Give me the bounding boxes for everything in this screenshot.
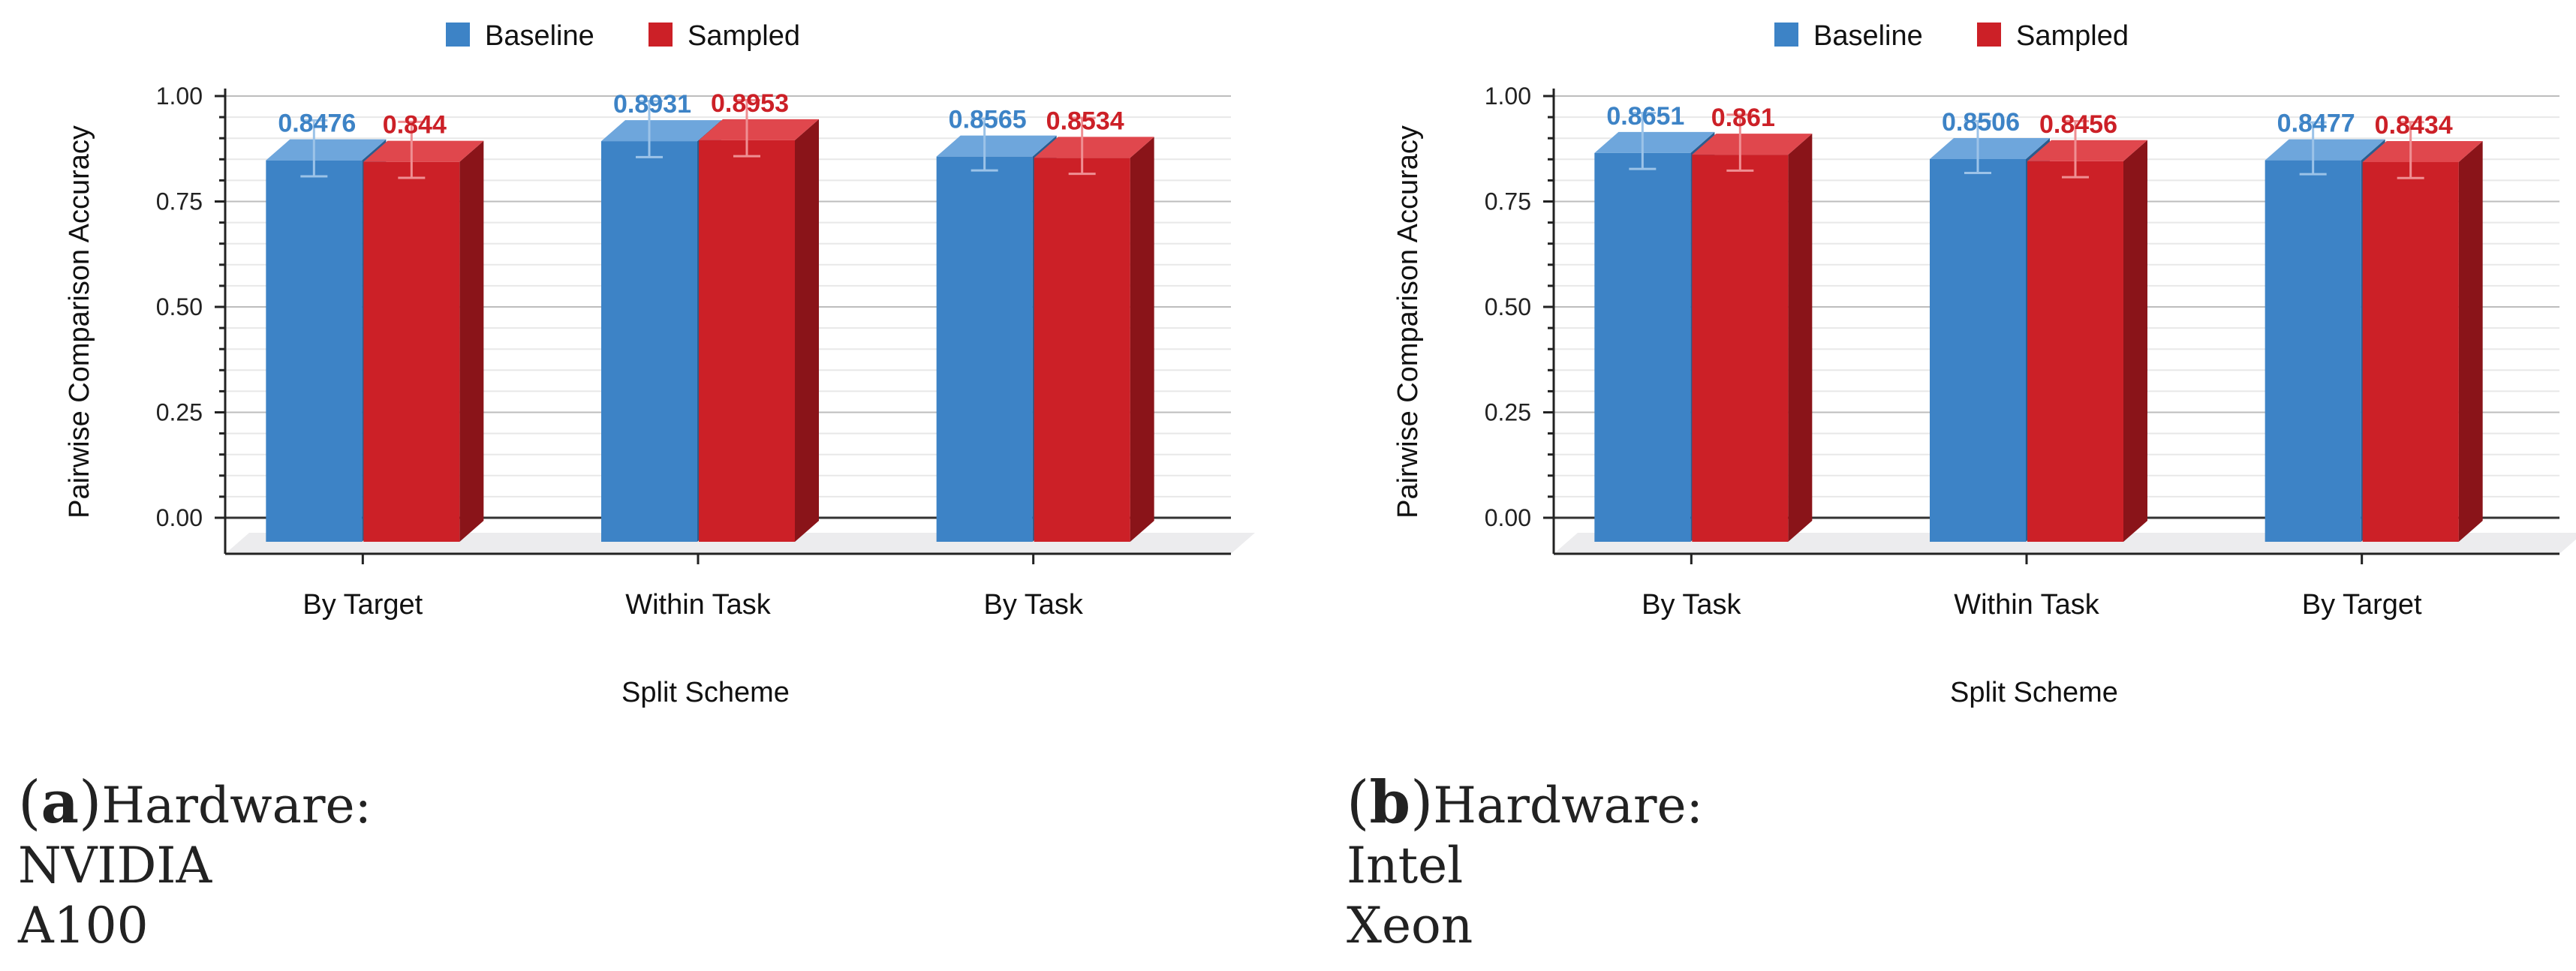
bar-baseline-0 <box>601 141 697 542</box>
bar-side-sampled-0 <box>1130 137 1154 542</box>
bar-baseline-1 <box>2265 160 2361 543</box>
bar-top-sampled-1 <box>1692 134 1813 155</box>
x-tick-label-0: By Target <box>302 589 423 621</box>
y-tick-label-0: 1.00 <box>156 83 203 110</box>
y-tick-label-0: 0.25 <box>156 399 203 426</box>
x-axis-title-1: Split Scheme <box>1950 677 2118 708</box>
legend-swatch-baseline-0 <box>446 23 470 47</box>
bar-sampled-1 <box>1692 155 1789 543</box>
legend-swatch-sampled-0 <box>649 23 673 47</box>
x-tick-label-1: Within Task <box>1954 589 2100 621</box>
chart-panel-b: 0.00 0.25 0.50 0.75 1.00 0.8651 0.861 By Task 0.… <box>1329 0 2576 971</box>
caption-a-line-1: Hardware: <box>101 777 372 834</box>
bar-side-sampled-1 <box>2458 141 2483 542</box>
data-label-baseline-1: 0.8477 <box>2277 110 2355 138</box>
data-label-sampled-1: 0.8456 <box>2039 110 2117 139</box>
caption-b-line-2: Intel <box>1347 837 1464 894</box>
data-label-baseline-0: 0.8476 <box>278 110 356 138</box>
bar-sampled-0 <box>1034 158 1130 542</box>
y-tick-label-1: 0.00 <box>1485 504 1531 531</box>
bar-chart-b: 0.00 0.25 0.50 0.75 1.00 0.8651 0.861 By Task 0.… <box>1392 20 2576 708</box>
bar-sampled-0 <box>363 161 460 542</box>
bar-top-baseline-1 <box>1930 137 2050 159</box>
bar-side-sampled-1 <box>2123 140 2147 542</box>
data-label-sampled-1: 0.8434 <box>2375 111 2453 140</box>
chart-panel-a: 0.00 0.25 0.50 0.75 1.00 0.8476 0.844 By Target… <box>18 20 1255 956</box>
bar-top-baseline-1 <box>2265 139 2385 161</box>
bar-top-baseline-1 <box>1594 131 1715 153</box>
bar-side-sampled-0 <box>795 119 819 542</box>
caption-a-line-2: NVIDIA <box>18 837 212 894</box>
bar-baseline-0 <box>266 160 363 542</box>
bar-side-sampled-0 <box>459 140 484 542</box>
bar-sampled-1 <box>2027 161 2123 542</box>
y-tick-label-0: 0.75 <box>156 188 203 215</box>
data-label-sampled-0: 0.8953 <box>711 89 789 118</box>
bar-top-baseline-0 <box>266 139 387 161</box>
y-tick-label-1: 0.75 <box>1485 188 1531 215</box>
x-tick-label-0: Within Task <box>625 589 772 621</box>
bar-sampled-0 <box>699 140 795 542</box>
data-label-sampled-0: 0.844 <box>383 111 447 140</box>
y-tick-label-0: 0.50 <box>156 293 203 320</box>
bar-top-baseline-0 <box>936 135 1057 157</box>
legend-swatch-sampled-1 <box>1977 23 2001 47</box>
y-tick-label-0: 0.00 <box>156 504 203 531</box>
bar-sampled-1 <box>2362 162 2459 542</box>
bar-top-sampled-0 <box>363 140 484 162</box>
data-label-sampled-0: 0.8534 <box>1046 107 1124 135</box>
x-tick-label-1: By Target <box>2302 589 2422 621</box>
bar-chart-a: 0.00 0.25 0.50 0.75 1.00 0.8476 0.844 By Target… <box>64 20 1255 708</box>
caption-a-tag: (a) <box>18 768 102 837</box>
y-axis-title-0: Pairwise Comparison Accuracy <box>64 125 95 519</box>
bar-baseline-1 <box>1930 158 2026 542</box>
data-label-sampled-1: 0.861 <box>1711 104 1775 132</box>
x-tick-label-0: By Task <box>983 589 1083 621</box>
caption-a: (a)Hardware: NVIDIA A100 <box>18 773 372 956</box>
y-tick-label-1: 1.00 <box>1485 83 1531 110</box>
bar-top-sampled-0 <box>699 119 819 140</box>
caption-b-line-3: Xeon <box>1347 897 1473 954</box>
caption-b-tag: (b) <box>1347 768 1434 837</box>
bar-top-sampled-0 <box>1034 137 1154 158</box>
bar-baseline-0 <box>936 156 1033 543</box>
data-label-baseline-1: 0.8506 <box>1942 108 2020 137</box>
x-axis-title-0: Split Scheme <box>621 677 790 708</box>
legend-label-sampled-1: Sampled <box>2016 20 2129 52</box>
bar-top-sampled-1 <box>2027 140 2147 161</box>
bar-side-sampled-1 <box>1788 134 1813 543</box>
bar-baseline-1 <box>1594 152 1691 543</box>
legend-label-sampled-0: Sampled <box>688 20 800 52</box>
data-label-baseline-1: 0.8651 <box>1606 102 1684 131</box>
caption-b: (b)Hardware: Intel Xeon <box>1347 773 1703 956</box>
y-axis-title-1: Pairwise Comparison Accuracy <box>1392 125 1424 519</box>
legend-label-baseline-0: Baseline <box>485 20 594 52</box>
data-label-baseline-0: 0.8931 <box>613 90 691 119</box>
y-tick-label-1: 0.25 <box>1485 399 1531 426</box>
caption-a-line-3: A100 <box>18 897 149 954</box>
caption-b-line-1: Hardware: <box>1433 777 1703 834</box>
bar-top-sampled-1 <box>2362 141 2483 163</box>
y-tick-label-1: 0.50 <box>1485 293 1531 320</box>
legend-label-baseline-1: Baseline <box>1813 20 1923 52</box>
data-label-baseline-0: 0.8565 <box>949 106 1027 134</box>
legend-swatch-baseline-1 <box>1774 23 1798 47</box>
bar-top-baseline-0 <box>601 120 721 142</box>
x-tick-label-1: By Task <box>1642 589 1741 621</box>
